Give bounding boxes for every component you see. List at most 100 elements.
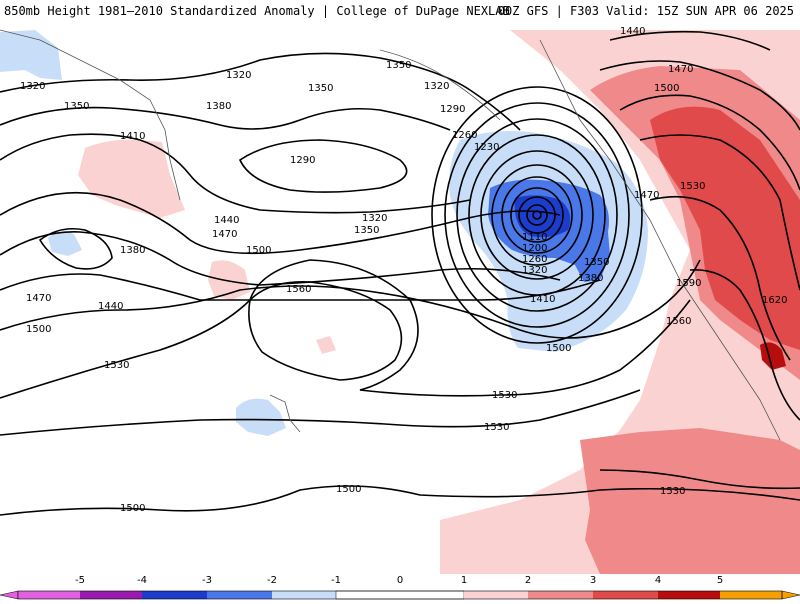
contour-label: 1110 [522, 232, 547, 243]
colorbar-svg [0, 590, 800, 600]
contour-label: 1470 [26, 293, 51, 304]
coastline [539, 39, 781, 441]
colorbar-tick-label: -3 [202, 575, 212, 586]
colorbar-segment [18, 591, 80, 599]
contour-label: 1500 [246, 245, 271, 256]
low-pressure-contour [518, 196, 556, 234]
contour-labels: 1440 1470 1500 1320 1320 1350 1350 1350 … [20, 26, 787, 514]
colorbar-labels: -5 -4 -3 -2 -1 0 1 2 3 4 5 [0, 574, 800, 588]
colorbar-tick-label: -4 [137, 575, 147, 586]
weather-map: 1440 1470 1500 1320 1320 1350 1350 1350 … [0, 26, 800, 574]
colorbar-segment [528, 591, 593, 599]
contour-label: 1380 [206, 101, 231, 112]
low-pressure-contour [510, 187, 564, 243]
contour-line [0, 231, 561, 286]
colorbar-segment [207, 591, 272, 599]
low-pressure-contour [491, 164, 583, 266]
contour-label: 1350 [386, 60, 411, 71]
contour-label: 1290 [290, 155, 315, 166]
contour-label: 1500 [546, 343, 571, 354]
colorbar-segment [720, 591, 782, 599]
low-pressure-contour [456, 118, 618, 312]
colorbar-outline [17, 590, 783, 600]
colorbar-segment [464, 591, 528, 599]
model-run-info: 00Z GFS | F303 Valid: 15Z SUN APR 06 202… [497, 4, 794, 18]
contour-label: 1440 [98, 301, 123, 312]
colorbar-segment [142, 591, 207, 599]
map-header: 850mb Height 1981–2010 Standardized Anom… [0, 0, 800, 22]
contour-label: 1350 [64, 101, 89, 112]
contour-label: 1530 [492, 390, 517, 401]
contour-label: 1230 [474, 142, 499, 153]
contour-line [0, 259, 701, 339]
contour-label: 1530 [104, 360, 129, 371]
contour-line [0, 106, 451, 131]
colorbar-segments [0, 590, 800, 600]
contour-label: 1530 [680, 181, 705, 192]
contour-line [0, 389, 641, 436]
contour-line [599, 469, 800, 490]
colorbar-tick-label: 1 [460, 575, 468, 586]
negative-anomaly-region [48, 231, 82, 256]
contour-line [0, 133, 471, 214]
contour-label: 1530 [660, 486, 685, 497]
colorbar-tick-label: 3 [589, 575, 597, 586]
low-pressure-contour [501, 176, 573, 254]
colorbar-tick-label: 4 [654, 575, 662, 586]
contour-label: 1290 [440, 104, 465, 115]
contour-label: 1500 [26, 324, 51, 335]
contour-line [0, 485, 800, 516]
contour-line [248, 281, 403, 381]
height-contours [0, 30, 800, 516]
contour-label: 1590 [676, 278, 701, 289]
negative-anomaly-region [236, 398, 286, 436]
low-pressure-contour [468, 134, 606, 296]
contour-line [0, 273, 601, 301]
negative-anomaly-region [0, 30, 62, 80]
contour-label: 1620 [762, 295, 787, 306]
contour-label: 1470 [634, 190, 659, 201]
contour-line [639, 134, 800, 291]
contour-label: 1440 [620, 26, 645, 37]
contour-label: 1470 [668, 64, 693, 75]
contour-label: 1500 [654, 83, 679, 94]
contour-line [619, 94, 800, 191]
positive-anomaly-region [316, 336, 336, 354]
colorbar-segment [272, 591, 336, 599]
contour-label: 1530 [484, 422, 509, 433]
colorbar-segment [335, 590, 465, 600]
colorbar-tick-label: -1 [331, 575, 341, 586]
colorbar-arrow-left [0, 590, 19, 600]
contour-label: 1260 [452, 130, 477, 141]
contour-label: 1350 [584, 257, 609, 268]
coastline [269, 394, 301, 433]
colorbar-tick-label: 5 [716, 575, 724, 586]
map-title: 850mb Height 1981–2010 Standardized Anom… [4, 4, 510, 18]
contour-label: 1350 [308, 83, 333, 94]
positive-anomaly-region [78, 139, 185, 218]
colorbar [0, 574, 800, 600]
contour-label: 1470 [212, 229, 237, 240]
contour-label: 1320 [226, 70, 251, 81]
low-pressure-contour [480, 150, 594, 280]
contour-label: 1410 [120, 131, 145, 142]
contour-line [0, 52, 521, 131]
coastline [379, 49, 501, 121]
contour-label: 1350 [354, 225, 379, 236]
positive-anomaly-region-moderate [580, 428, 800, 574]
contour-label: 1320 [424, 81, 449, 92]
coastlines [0, 29, 781, 441]
contour-label: 1410 [530, 294, 555, 305]
contour-label: 1500 [120, 503, 145, 514]
contour-label: 1560 [286, 284, 311, 295]
contour-line [0, 259, 691, 399]
contour-label: 1200 [522, 243, 547, 254]
contour-label: 1500 [336, 484, 361, 495]
colorbar-tick-label: -5 [75, 575, 85, 586]
colorbar-tick-label: 0 [396, 575, 404, 586]
contour-label: 1560 [666, 316, 691, 327]
low-pressure-contour [444, 102, 630, 328]
coastline [0, 29, 181, 201]
contour-line [599, 60, 800, 131]
contour-label: 1320 [20, 81, 45, 92]
